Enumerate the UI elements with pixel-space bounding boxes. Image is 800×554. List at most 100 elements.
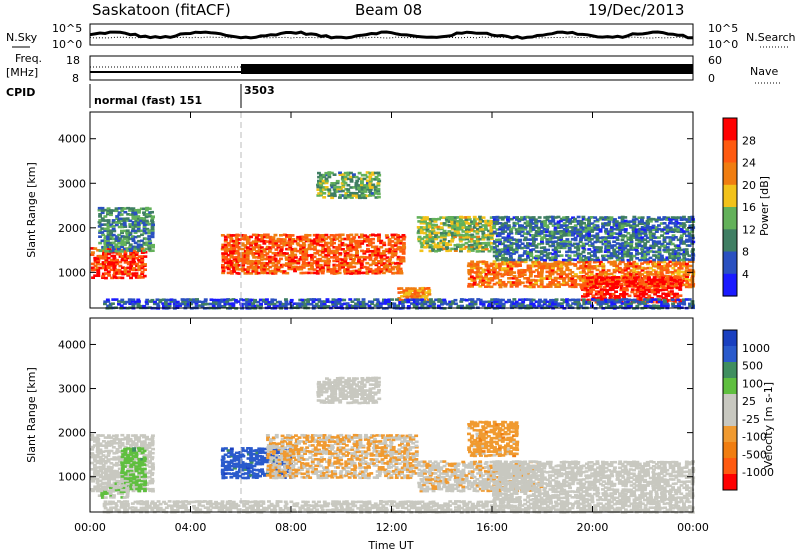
power-cell [423,296,428,300]
power-cell [517,260,521,264]
power-cell [343,251,348,255]
velocity-cell [120,458,125,461]
power-cell [629,244,633,248]
power-cell [520,246,525,250]
power-cell [503,271,508,274]
velocity-cell [90,434,95,437]
power-cell [152,302,157,306]
velocity-cell [93,477,98,481]
power-cell [467,277,472,280]
power-cell [442,234,447,237]
power-cell [414,304,419,307]
power-cell [646,266,651,270]
power-cell [296,243,301,247]
power-cell [136,225,141,228]
power-cell [674,256,679,260]
power-cell [256,271,261,275]
power-cell [648,272,653,276]
power-cell [439,248,444,251]
power-cell [301,246,306,249]
power-cell [559,226,564,229]
power-cell [315,233,320,237]
power-cell [668,254,673,258]
power-cell [472,222,477,225]
power-cell [626,252,631,256]
power-cell [640,262,644,265]
velocity-cell [101,454,106,457]
power-cell [507,232,511,236]
power-cell [304,255,309,259]
power-cell [301,256,306,259]
power-cell [625,288,629,292]
power-cell [265,245,270,249]
power-cell [501,280,506,284]
power-cell [514,300,519,304]
power-colorbar-swatch [723,251,737,275]
power-cell [461,226,466,229]
power-cell [431,305,436,308]
power-cell [332,192,337,195]
power-cell [437,217,441,221]
power-cell [387,239,392,243]
power-cell [332,194,337,198]
power-cell [312,261,317,265]
power-cell [495,275,500,278]
power-cell [459,247,463,251]
power-cell [355,187,360,191]
power-cell [106,235,110,238]
power-cell [415,298,420,301]
power-cell [131,274,136,277]
power-cell [630,288,635,291]
power-cell [668,242,673,246]
power-cell [649,236,654,239]
power-cell [512,221,517,225]
power-cell [357,257,362,261]
power-cell [290,262,295,265]
power-cell [517,232,522,235]
power-cell [517,273,522,276]
power-cell [609,260,614,264]
power-cell [245,240,250,243]
power-cell [284,298,288,301]
power-cell [302,244,307,247]
velocity-cell [112,463,117,467]
power-cell [382,265,387,269]
power-cell [387,238,392,241]
power-cell [545,304,550,308]
power-cell [551,244,556,248]
power-cell [523,246,528,249]
power-cell [503,246,508,250]
power-cell [475,222,480,225]
power-cell [654,304,659,308]
power-cell [222,305,227,308]
power-cell [334,302,339,306]
power-cell [332,246,337,249]
power-cell [651,226,656,229]
power-cell [374,196,379,199]
power-cell [133,241,138,245]
power-cell [495,220,500,223]
power-cell [427,225,432,229]
power-cell [122,237,127,241]
power-cell [640,273,645,276]
power-cell [489,236,494,239]
power-cell [684,248,689,251]
power-cell [376,192,381,196]
power-cell [285,243,290,247]
power-cell [585,258,589,261]
power-cell [576,246,581,250]
power-cell [98,241,103,245]
power-cell [643,221,648,225]
power-cell [495,228,500,231]
power-cell [466,235,471,239]
power-cell [493,302,498,305]
power-cell [231,239,236,243]
power-cell [461,238,466,241]
velocity-cell [120,477,124,481]
power-cell [509,265,513,268]
power-cell [668,270,673,274]
power-cell [401,250,406,253]
power-cell [617,252,622,255]
power-cell [520,230,525,234]
